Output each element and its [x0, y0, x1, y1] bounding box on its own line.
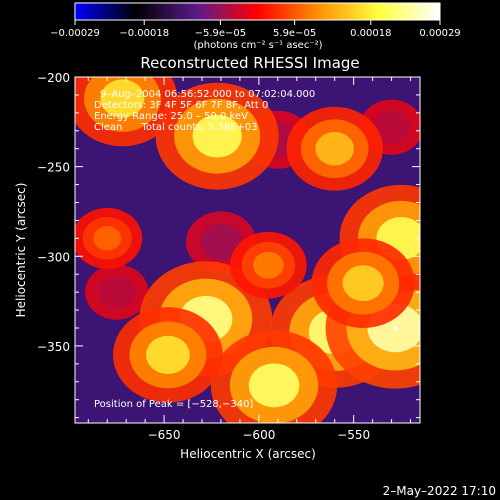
annotation-time-range: 9–Aug–2004 06:56:52.000 to 07:02:04.000 — [100, 89, 315, 100]
bright-region-layer — [315, 131, 355, 166]
annotation-energy: Energy Range: 25.0 – 50.0 keV — [94, 111, 248, 122]
dark-region-layer — [199, 223, 242, 261]
colorbar-tick-label: −0.00018 — [119, 28, 169, 39]
colorbar-tick-label: 0.00029 — [419, 28, 460, 39]
colorbar: −0.00029 −0.00018 −5.9e−05 5.9e−05 0.00018 0.… — [50, 2, 461, 51]
bright-region — [113, 307, 223, 403]
bright-region — [75, 77, 178, 147]
y-tick-label: −300 — [37, 250, 70, 264]
y-axis-label: Heliocentric Y (arcsec) — [14, 183, 28, 318]
x-tick-label: −650 — [148, 428, 181, 442]
bright-region-layer — [248, 363, 300, 408]
bright-region-layer — [93, 226, 122, 251]
plot-area: −650 −600 −550 −200 −250 −300 −350 — [37, 71, 421, 442]
annotation-peak: Position of Peak = [−528,−340] — [94, 399, 253, 410]
bright-region-layer — [342, 265, 384, 302]
dark-region-layer — [97, 275, 136, 309]
bright-region — [155, 82, 279, 190]
x-tick-label: −600 — [242, 428, 275, 442]
peak-marker — [393, 325, 398, 330]
bright-region-layer — [192, 114, 242, 158]
x-axis-label: Heliocentric X (arcsec) — [180, 447, 316, 461]
annotation-block: 9–Aug–2004 06:56:52.000 to 07:02:04.000 … — [94, 89, 315, 410]
bright-region — [286, 106, 383, 191]
heatmap-layer — [75, 77, 420, 423]
colorbar-tick-label: −0.00029 — [50, 28, 100, 39]
y-tick-label: −350 — [37, 340, 70, 354]
y-tick-label: −250 — [37, 161, 70, 175]
footer-timestamp: 2–May–2022 17:10 — [383, 484, 496, 498]
colorbar-gradient — [74, 2, 441, 21]
bright-region — [75, 207, 143, 269]
axis-ticks: −650 −600 −550 −200 −250 −300 −350 — [37, 71, 420, 442]
plot-frame — [74, 76, 421, 424]
colorbar-unit-label: (photons cm⁻² s⁻¹ asec⁻²) — [193, 40, 322, 51]
bright-region — [210, 330, 338, 423]
dark-region-layer — [372, 110, 411, 144]
dark-region — [84, 264, 149, 320]
bright-region-layer — [100, 79, 145, 118]
annotation-detectors: Detectors: 3F 4F 5F 6F 7F 8F, Att 0 — [94, 100, 268, 111]
colorbar-tick-label: 5.9e−05 — [273, 28, 316, 39]
bright-region-layer — [145, 335, 190, 374]
annotation-method: Clean Total counts: 5.38E+03 — [94, 122, 258, 133]
chart-title: Reconstructed RHESSI Image — [140, 54, 359, 72]
x-tick-label: −550 — [337, 428, 370, 442]
colorbar-tick-label: 0.00018 — [350, 28, 391, 39]
bright-region-layer — [253, 251, 284, 279]
y-tick-label: −200 — [37, 71, 70, 85]
bright-region — [230, 231, 307, 299]
bright-region — [311, 238, 415, 329]
colorbar-ticks: −0.00029 −0.00018 −5.9e−05 5.9e−05 0.00018 0.… — [50, 20, 461, 39]
colorbar-tick-label: −5.9e−05 — [195, 28, 247, 39]
